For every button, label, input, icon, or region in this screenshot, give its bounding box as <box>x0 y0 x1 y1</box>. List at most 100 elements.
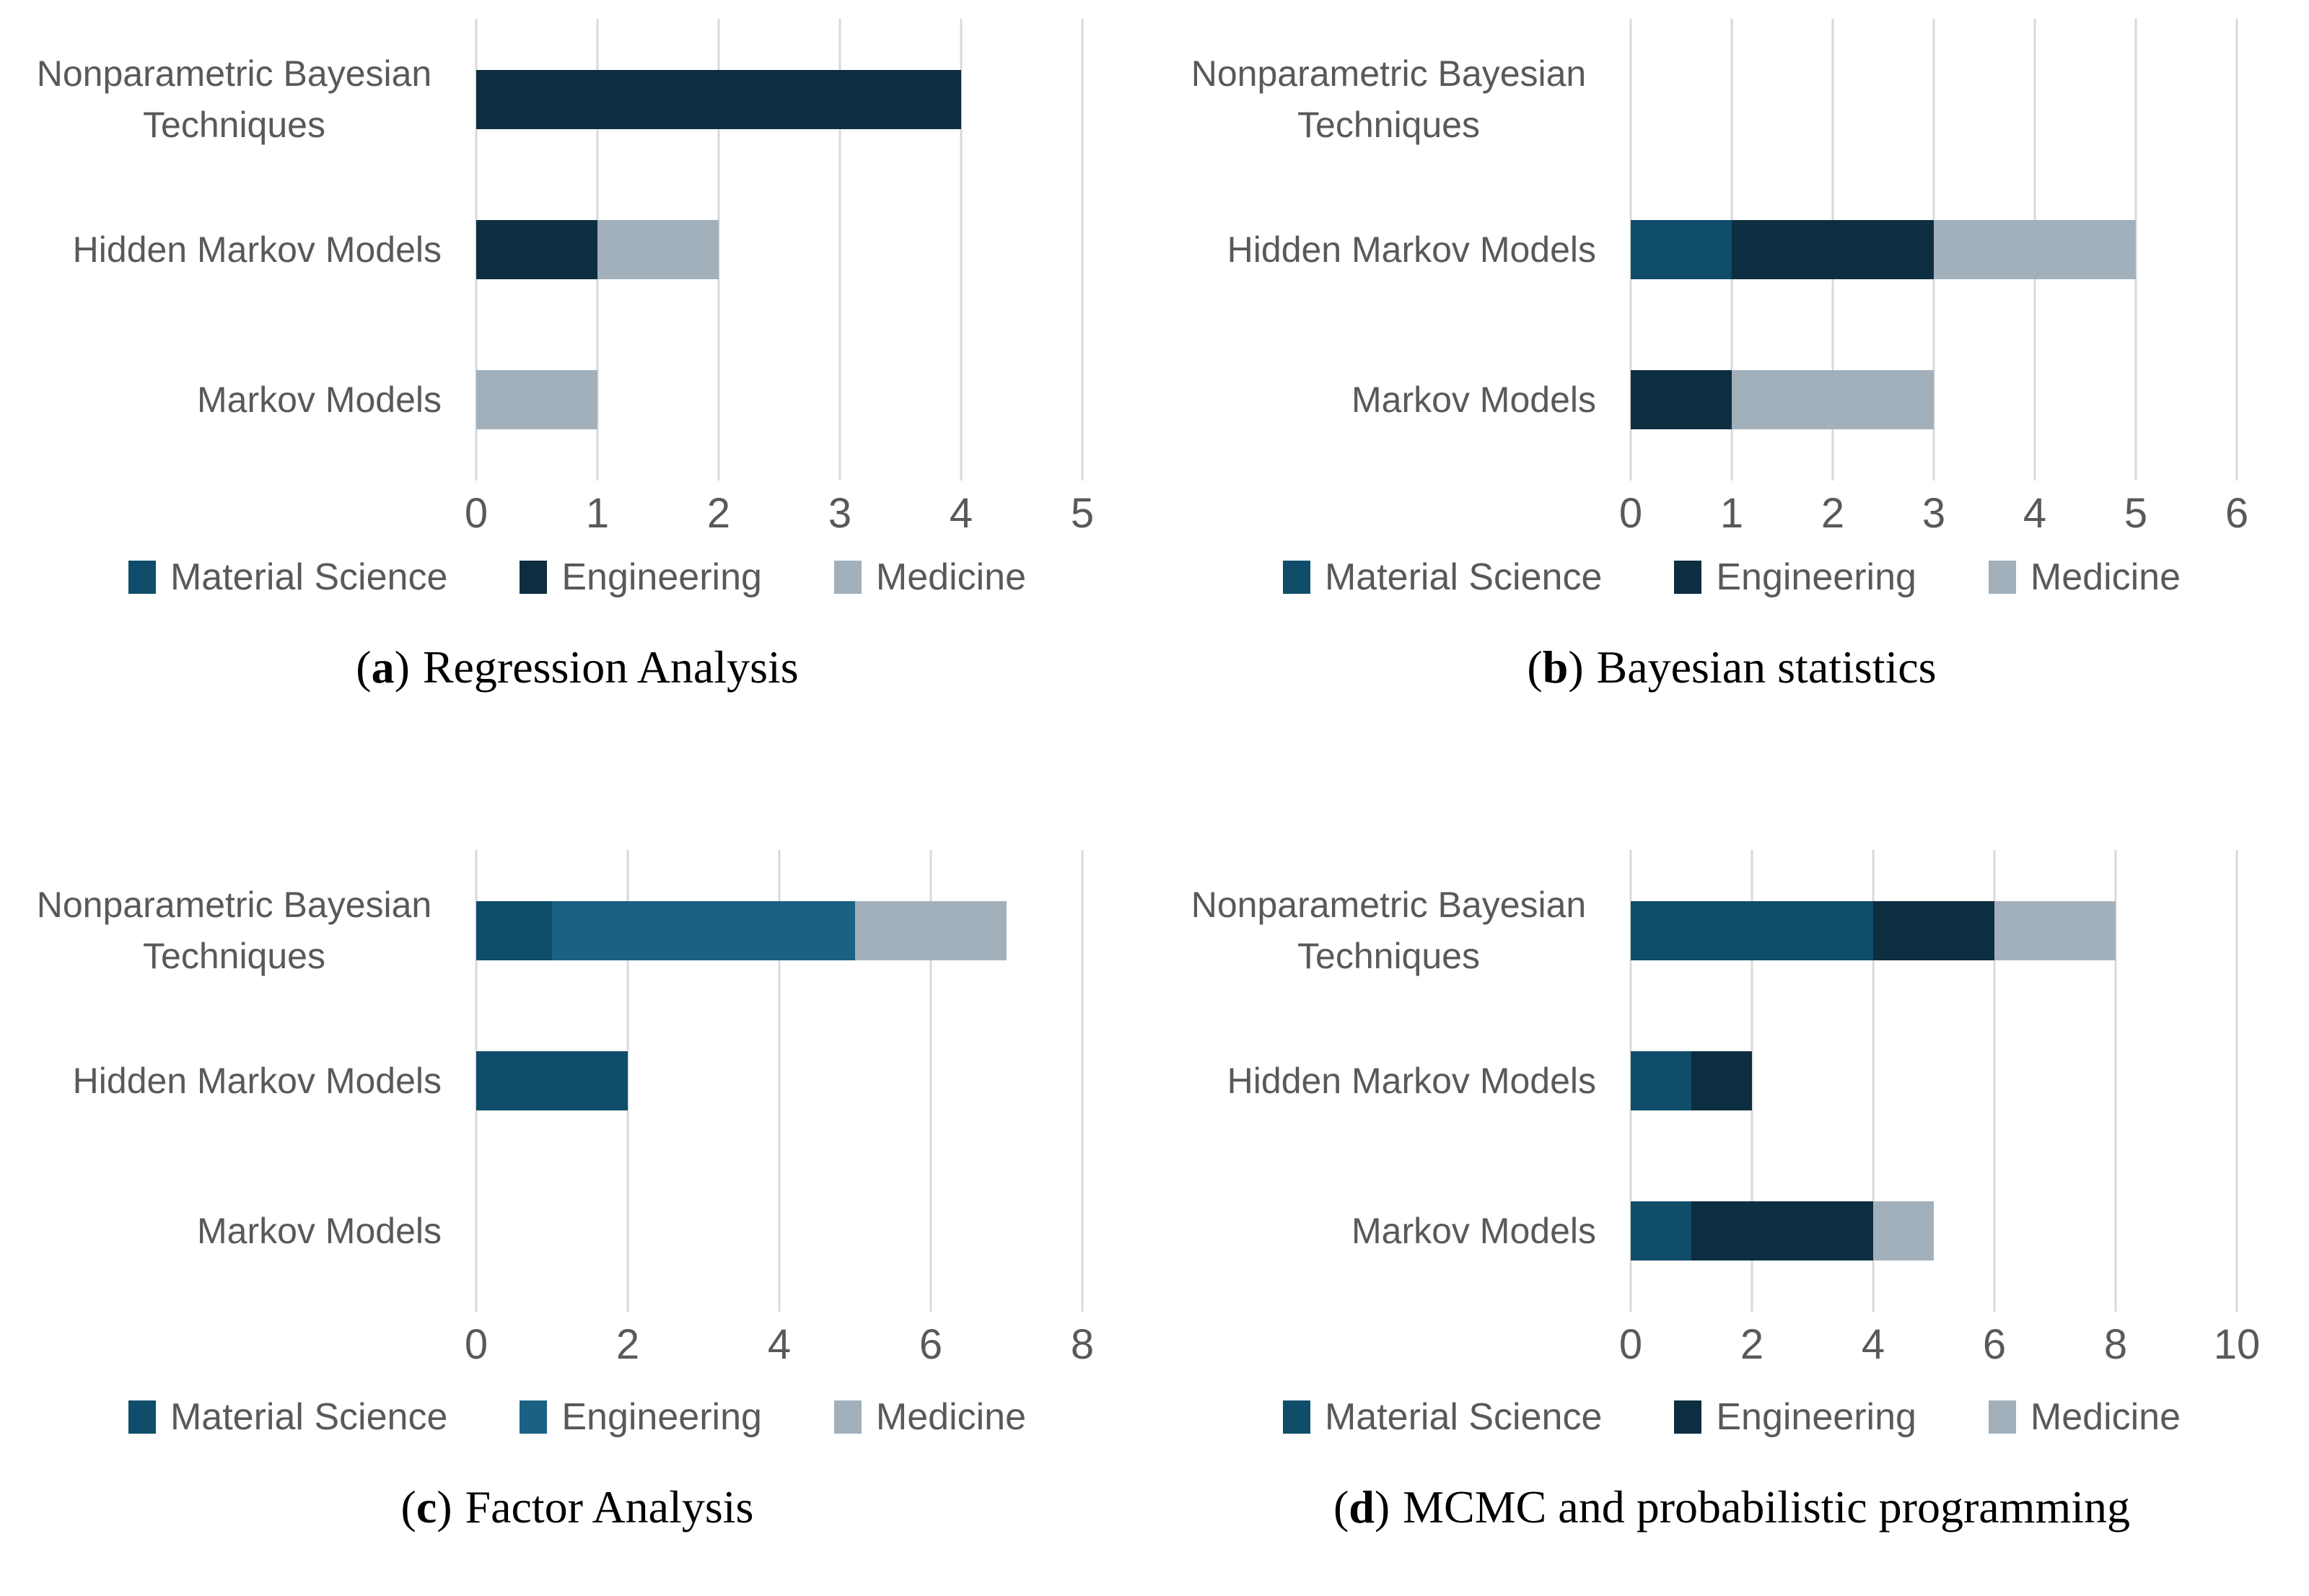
category-label: Hidden Markov Models <box>1154 1006 1596 1156</box>
x-axis-tick-label: 10 <box>2213 1321 2261 1368</box>
gridline <box>2235 19 2238 481</box>
caption-text: Regression Analysis <box>422 641 799 693</box>
legend-swatch-icon <box>128 1400 156 1434</box>
category-label-text: Hidden Markov Models <box>72 229 442 270</box>
caption-text: Bayesian statistics <box>1596 641 1937 693</box>
caption-paren-close: ) <box>437 1481 452 1533</box>
category-rows-b: Nonparametric Bayesian Techniques Hidden … <box>1154 19 2309 481</box>
x-axis-tick-label: 3 <box>828 490 852 537</box>
legend-item-medicine: Medicine <box>1988 1395 2181 1439</box>
legend-swatch-icon <box>1282 561 1310 594</box>
legend-item-engineering: Engineering <box>1674 1395 1916 1439</box>
gridline <box>838 19 841 481</box>
category-label-text: Hidden Markov Models <box>1227 1060 1596 1101</box>
bar-segment-engineering <box>476 220 597 279</box>
category-rows-c: Nonparametric Bayesian Techniques Hidden … <box>0 850 1154 1312</box>
category-label-text: Markov Models <box>197 379 442 420</box>
x-axis-tick-label: 4 <box>767 1321 792 1368</box>
bar-segment-medicine <box>855 901 1007 960</box>
gridline <box>626 850 629 1312</box>
x-axis-b: 0 1 2 3 4 5 6 <box>1619 489 2248 547</box>
caption-letter: d <box>1349 1481 1375 1533</box>
x-axis-tick-label: 6 <box>919 1321 943 1368</box>
bar-row-markov-models: Markov Models <box>0 325 1154 475</box>
bar-segment-engineering <box>1631 370 1732 429</box>
legend-b: Material Science Engineering Medicine <box>1154 556 2309 599</box>
x-axis-tick-label: 2 <box>615 1321 640 1368</box>
category-label: Nonparametric Bayesian Techniques <box>0 25 442 175</box>
legend-swatch-icon <box>520 1400 548 1434</box>
chart-caption-a: (a) Regression Analysis <box>0 641 1154 694</box>
chart-d: Nonparametric Bayesian Techniques Hidden … <box>1154 798 2309 1596</box>
category-label: Hidden Markov Models <box>0 175 442 325</box>
caption-paren-open: ( <box>400 1481 416 1533</box>
legend-label: Material Science <box>1324 556 1603 598</box>
legend-swatch-icon <box>1282 1400 1310 1434</box>
legend-item-engineering: Engineering <box>1674 556 1916 599</box>
gridline <box>2114 850 2117 1312</box>
category-label: Hidden Markov Models <box>1154 175 1596 325</box>
bar-row-markov-models: Markov Models <box>1154 325 2309 475</box>
bar-segment-medicine <box>476 370 597 429</box>
category-label-text: Nonparametric Bayesian Techniques <box>1191 53 1587 145</box>
legend-item-medicine: Medicine <box>1988 556 2181 599</box>
legend-a: Material Science Engineering Medicine <box>0 556 1154 599</box>
gridline <box>1081 850 1084 1312</box>
bar-segment-medicine <box>597 220 719 279</box>
x-axis-tick-label: 3 <box>1922 490 1946 537</box>
bar-segment-engineering <box>1691 1051 1752 1110</box>
legend-item-engineering: Engineering <box>520 556 762 599</box>
chart-caption-d: (d) MCMC and probabilistic programming <box>1154 1481 2309 1534</box>
legend-item-medicine: Medicine <box>833 556 1026 599</box>
category-label-text: Markov Models <box>197 1210 442 1251</box>
bar-row-hidden-markov-models: Hidden Markov Models <box>1154 175 2309 325</box>
legend-label: Engineering <box>561 556 762 598</box>
bar-track <box>476 220 1082 279</box>
caption-letter: a <box>371 641 395 693</box>
chart-a: Nonparametric Bayesian Techniques Hidden … <box>0 0 1154 798</box>
caption-paren-open: ( <box>356 641 372 693</box>
legend-item-engineering: Engineering <box>520 1395 762 1439</box>
legend-item-material-science: Material Science <box>128 556 447 599</box>
gridline <box>1751 850 1753 1312</box>
x-axis-tick-label: 2 <box>1740 1321 1764 1368</box>
legend-item-material-science: Material Science <box>1282 1395 1603 1439</box>
plot-area-a: Nonparametric Bayesian Techniques Hidden … <box>0 19 1154 537</box>
caption-paren-open: ( <box>1527 641 1543 693</box>
legend-label: Material Science <box>170 556 448 598</box>
gridline <box>1872 850 1875 1312</box>
x-axis-tick-label: 1 <box>585 490 610 537</box>
category-label: Nonparametric Bayesian Techniques <box>1154 25 1596 175</box>
category-label: Hidden Markov Models <box>0 1006 442 1156</box>
x-axis-tick-label: 5 <box>2124 490 2148 537</box>
gridline <box>2235 850 2238 1312</box>
legend-item-medicine: Medicine <box>833 1395 1026 1439</box>
bar-row-hidden-markov-models: Hidden Markov Models <box>1154 1006 2309 1156</box>
x-axis-tick-label: 4 <box>949 490 973 537</box>
chart-caption-c: (c) Factor Analysis <box>0 1481 1154 1534</box>
category-label-text: Nonparametric Bayesian Techniques <box>36 53 432 145</box>
legend-label: Medicine <box>2030 556 2181 598</box>
bar-track <box>476 370 1082 429</box>
bar-segment-engineering <box>552 901 855 960</box>
legend-swatch-icon <box>1674 561 1702 594</box>
bar-segment-medicine <box>1873 1201 1934 1260</box>
bar-segment-material-science <box>476 1051 628 1110</box>
x-axis-tick-label: 8 <box>1070 1321 1095 1368</box>
category-label: Markov Models <box>0 325 442 475</box>
bar-segment-medicine <box>1933 220 2136 279</box>
x-axis-tick-label: 8 <box>2103 1321 2128 1368</box>
category-label-text: Markov Models <box>1351 1210 1596 1251</box>
x-axis-tick-label: 2 <box>706 490 731 537</box>
legend-label: Material Science <box>1324 1396 1603 1438</box>
bar-track <box>1631 901 2237 960</box>
legend-swatch-icon <box>1988 561 2016 594</box>
category-label-text: Nonparametric Bayesian Techniques <box>36 885 432 976</box>
gridline <box>2134 19 2137 481</box>
bar-track <box>476 70 1082 129</box>
caption-paren-open: ( <box>1333 1481 1349 1533</box>
category-label-text: Hidden Markov Models <box>1227 229 1596 270</box>
x-axis-tick-label: 6 <box>1982 1321 2007 1368</box>
